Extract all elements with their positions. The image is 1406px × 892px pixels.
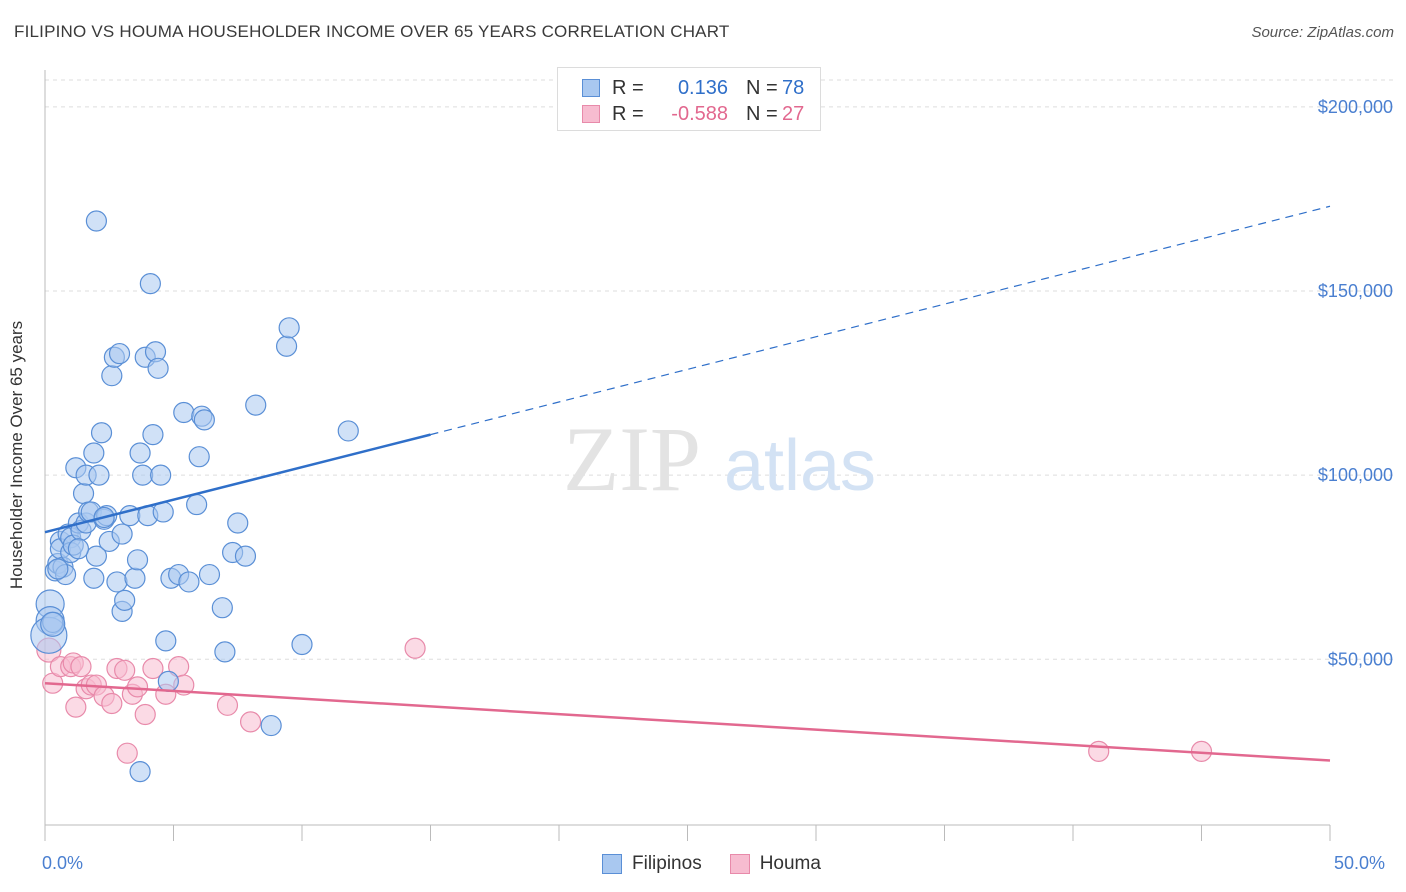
filipino-point [108,342,131,365]
legend-row-houma: R = -0.588 N = 27 [558,101,822,127]
filipino-point [72,482,95,505]
filipino-point [139,273,161,295]
legend-row-filipinos: R = 0.136 N = 78 [558,75,822,101]
filipino-point [150,464,172,486]
houma-point [134,703,156,726]
filipino-point [101,365,123,387]
filipino-point [186,493,208,516]
houma-point [126,676,149,698]
legend-label-filipinos: Filipinos [632,853,702,874]
houma-point [216,694,239,716]
filipino-point [147,357,169,379]
houma-point [70,656,92,678]
filipino-point [126,549,149,571]
filipino-point [155,630,177,652]
houma-point [114,659,136,681]
filipinos-trend-line [44,433,431,534]
houma-points [36,637,1213,764]
y-tick-label: $100,000 [1318,465,1393,485]
filipino-points [30,210,359,783]
filipino-point [227,512,249,534]
chart-title: FILIPINO VS HOUMA HOUSEHOLDER INCOME OVE… [14,22,730,41]
n-value: 78 [782,76,805,99]
filipino-point [124,567,146,589]
grid-lines [45,79,1395,660]
watermark-atlas: atlas [724,426,876,506]
filipino-point [88,464,110,486]
filipino-point [114,589,136,611]
axes [44,70,1331,841]
filipino-point [142,424,164,446]
filipino-point [90,422,113,444]
filipino-point [47,558,69,580]
trend-lines [44,205,1331,762]
filipinos-swatch [582,79,600,97]
filipinos-trend-extension [430,205,1331,436]
filipino-point [260,714,282,737]
n-label: N = [746,76,778,99]
houma-point [240,711,262,733]
filipino-point [337,420,359,442]
filipino-point [83,567,105,589]
houma-trend-line [44,681,1331,762]
y-tick-label: $200,000 [1318,97,1393,117]
houma-swatch [729,854,750,874]
filipino-point [278,317,300,339]
houma-point [65,696,87,718]
houma-point [142,657,164,680]
houma-point [116,742,138,764]
filipino-point [245,394,267,416]
houma-point [1088,740,1110,762]
filipino-point [275,335,298,357]
filipino-point [198,563,221,586]
r-value: -0.588 [671,102,728,125]
r-value: 0.136 [677,76,728,99]
filipino-point [173,401,195,424]
filipino-point [111,523,133,545]
filipino-point [132,464,154,486]
houma-point [404,637,426,659]
y-tick-labels: $50,000 $100,000 $150,000 $200,000 [1318,97,1393,669]
y-tick-label: $50,000 [1328,649,1393,669]
filipino-point [85,210,108,232]
x-axis-max-label: 50.0% [1334,853,1386,873]
filipino-point [129,442,151,464]
filipino-point [106,571,128,593]
y-axis-label: Householder Income Over 65 years [7,320,26,590]
houma-swatch [582,105,600,123]
filipino-point [291,633,313,656]
filipino-point [67,538,90,560]
houma-point [101,692,123,715]
filipino-point [178,571,200,593]
watermark-zip: ZIP [563,408,701,510]
filipino-point [193,409,215,431]
filipino-point [83,442,105,464]
y-tick-label: $150,000 [1318,281,1393,301]
legend-label-houma: Houma [759,853,821,874]
series-legend: Filipinos Houma [602,853,849,875]
filipino-point [85,545,108,567]
filipino-point [129,760,151,783]
filipino-point [188,446,210,468]
filipino-point [211,597,233,619]
watermark: ZIP atlas [563,408,876,510]
n-value: 27 [782,102,805,125]
filipino-point [40,611,66,637]
legend-item-filipinos: Filipinos [602,853,702,875]
source-note: Source: ZipAtlas.com [1251,24,1394,41]
legend-item-houma: Houma [729,853,821,875]
x-axis-min-label: 0.0% [42,853,84,873]
r-label: R = [612,76,644,99]
filipinos-swatch [602,854,622,874]
filipino-point [157,670,179,692]
r-label: R = [612,102,644,125]
filipino-point [214,641,236,663]
n-label: N = [746,102,778,125]
filipino-point [234,545,257,567]
correlation-legend: R = 0.136 N = 78 R = -0.588 N = 27 [557,67,821,131]
